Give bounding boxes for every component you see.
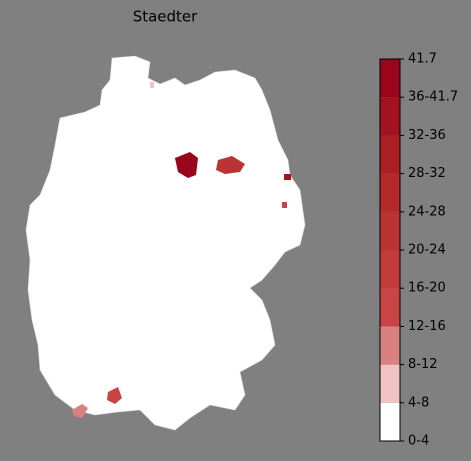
map-title: Staedter [133, 8, 198, 26]
red-region [282, 202, 287, 208]
germany-map [25, 55, 306, 431]
colorbar: 0-4 4-8 8-12 12-16 16-20 20-24 24-28 28-32 32-36… [379, 52, 458, 449]
red-region [150, 82, 154, 88]
colorbar-label: 12-16 [408, 319, 446, 334]
colorbar-label: 24-28 [408, 204, 446, 219]
colorbar-segment [380, 402, 400, 441]
red-region [284, 174, 291, 180]
red-region [175, 152, 198, 178]
colorbar-segment [380, 135, 400, 174]
colorbar-segment [380, 288, 400, 327]
colorbar-segment [380, 326, 400, 365]
colorbar-segment [380, 250, 400, 289]
colorbar-segment [380, 173, 400, 212]
colorbar-segment [380, 59, 400, 98]
country-shape [25, 55, 306, 431]
colorbar-segment [380, 211, 400, 250]
red-region [107, 387, 122, 404]
colorbar-label: 32-36 [408, 128, 446, 143]
colorbar-label: 36-41.7 [408, 90, 458, 105]
colorbar-label: 16-20 [408, 281, 446, 296]
red-region [216, 156, 245, 174]
colorbar-label: 8-12 [408, 357, 438, 372]
colorbar-segment [380, 364, 400, 403]
colorbar-label: 0-4 [408, 434, 429, 449]
colorbar-segment [380, 97, 400, 136]
colorbar-label: 28-32 [408, 166, 446, 181]
colorbar-label: 20-24 [408, 243, 446, 258]
colorbar-label: 41.7 [408, 52, 437, 67]
colorbar-label: 4-8 [408, 395, 429, 410]
red-region [72, 404, 88, 418]
